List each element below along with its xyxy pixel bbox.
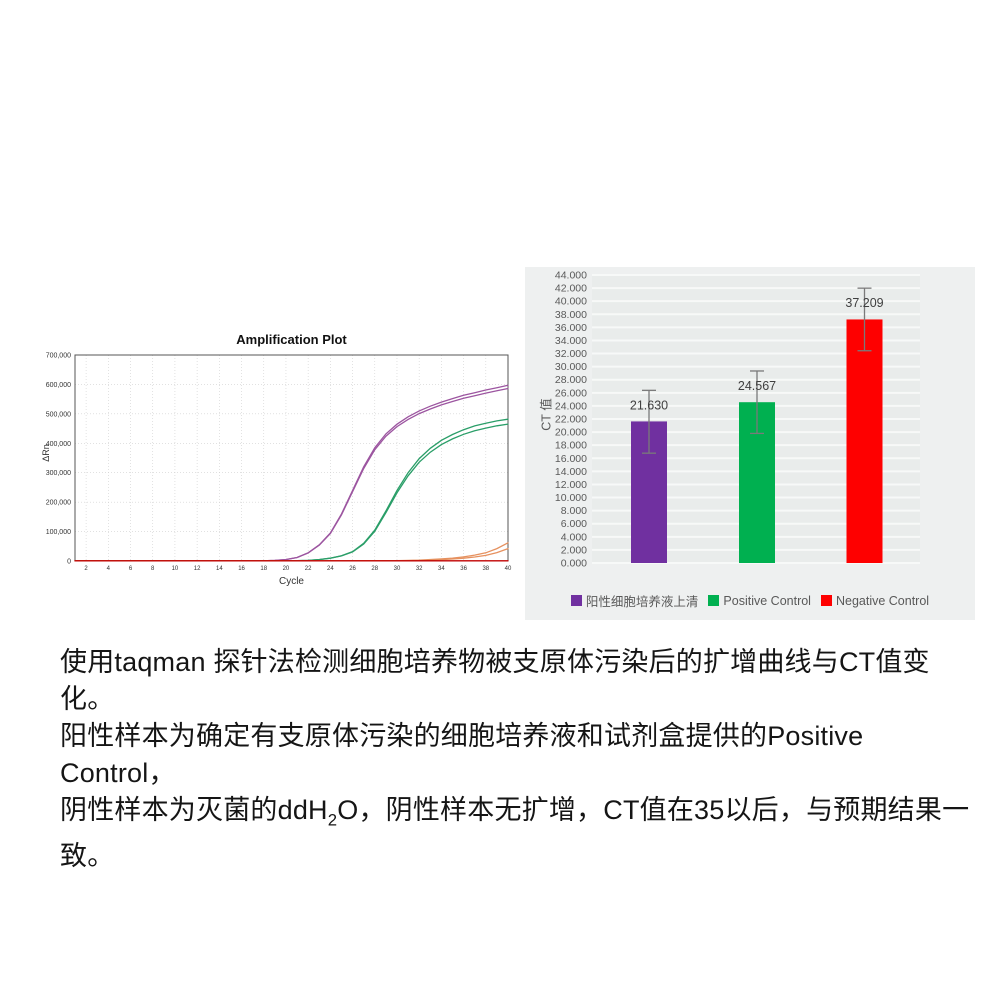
amp-x-tick-label: 10 [172, 566, 179, 572]
ct-y-tick-label: 0.000 [561, 558, 587, 570]
amp-y-tick-label: 700,000 [46, 353, 71, 360]
subscript-2: 2 [327, 810, 338, 830]
ct-y-tick-label: 14.000 [555, 466, 587, 478]
ct-y-tick-label: 22.000 [555, 414, 587, 426]
legend-swatch-2 [820, 595, 832, 606]
legend-label-0: 阳性细胞培养液上清 [585, 595, 699, 609]
amp-x-tick-label: 6 [129, 566, 133, 572]
ct-y-tick-label: 32.000 [555, 348, 587, 360]
amp-y-tick-label: 100,000 [46, 529, 71, 536]
amp-y-tick-label: 400,000 [46, 441, 71, 448]
legend-label-2: Negative Control [835, 593, 930, 608]
amp-y-tick-label: 500,000 [46, 411, 71, 418]
legend-swatch-1 [708, 595, 720, 606]
amp-x-tick-label: 38 [482, 566, 489, 572]
ct-value-label-1: 24.567 [738, 379, 776, 393]
amp-x-tick-label: 34 [438, 566, 445, 572]
ct-y-axis-label: CT 值 [539, 398, 554, 431]
amp-x-tick-label: 36 [460, 566, 467, 572]
ct-y-tick-label: 38.000 [555, 309, 587, 321]
amplification-plot-area: 0 100,000 200,000 300,000 400,000 500,000 600,… [46, 353, 512, 573]
ct-y-tick-label: 8.000 [561, 505, 587, 517]
ct-y-tick-label: 42.000 [555, 283, 587, 295]
ct-y-tick-label: 4.000 [561, 531, 587, 543]
caption-line-2: 阳性样本为确定有支原体污染的细胞培养液和试剂盒提供的Positive Contr… [60, 721, 864, 788]
amp-x-tick-label: 24 [327, 566, 334, 572]
ct-bar-2 [846, 319, 883, 563]
ct-y-tick-label: 30.000 [555, 361, 587, 373]
ct-bar-chart: 0.000 2.000 4.000 6.000 8.000 10.000 12.000 14.… [525, 267, 975, 620]
amp-x-tick-label: 4 [107, 566, 111, 572]
ct-y-tick-label: 26.000 [555, 387, 587, 399]
legend-item-2: Negative Control [820, 593, 930, 608]
legend-item-1: Positive Control [708, 594, 811, 608]
amp-x-tick-label: 22 [305, 566, 312, 572]
ct-y-tick-label: 40.000 [555, 296, 587, 308]
amp-y-tick-label: 200,000 [46, 500, 71, 507]
amp-x-tick-label: 12 [194, 566, 201, 572]
ct-plot-area: 0.000 2.0004.0006.0008.00010.00012.00014.… [555, 270, 920, 570]
ct-y-tick-label: 10.000 [555, 492, 587, 504]
ct-value-label-0: 21.630 [630, 398, 668, 412]
ct-legend: 阳性细胞培养液上清 Positive Control Negative Contro… [525, 591, 975, 610]
amp-x-tick-label: 8 [151, 566, 155, 572]
amp-y-tick-label: 0 [67, 559, 71, 566]
amp-y-tick-label: 300,000 [46, 470, 71, 477]
amplification-y-axis-label: ΔRn [41, 444, 51, 462]
amplification-chart: Amplification Plot 0 100,000 200,000 300,00… [38, 330, 516, 596]
ct-y-tick-label: 24.000 [555, 400, 587, 412]
amp-x-tick-label: 30 [394, 566, 401, 572]
ct-y-tick-label: 28.000 [555, 374, 587, 386]
amp-x-tick-label: 2 [84, 566, 88, 572]
amplification-title: Amplification Plot [236, 332, 347, 347]
caption-line-3: 阴性样本为灭菌的ddH2O，阴性样本无扩增，CT值在35以后，与预期结果一致。 [60, 795, 970, 872]
ct-y-tick-label: 20.000 [555, 427, 587, 439]
ct-y-tick-label: 6.000 [561, 518, 587, 530]
amp-x-tick-label: 16 [238, 566, 245, 572]
legend-label-1: Positive Control [723, 593, 811, 608]
amp-x-tick-label: 32 [416, 566, 423, 572]
amp-x-tick-label: 20 [283, 566, 290, 572]
caption: 使用taqman 探针法检测细胞培养物被支原体污染后的扩增曲线与CT值变化。 阳… [60, 644, 970, 875]
ct-y-tick-label: 2.000 [561, 544, 587, 556]
ct-y-tick-label: 16.000 [555, 453, 587, 465]
amp-plot-bg [75, 355, 508, 561]
caption-line-1: 使用taqman 探针法检测细胞培养物被支原体污染后的扩增曲线与CT值变化。 [60, 647, 930, 714]
amp-x-tick-label: 18 [260, 566, 267, 572]
ct-value-label-2: 37.209 [845, 296, 883, 310]
ct-y-tick-label: 36.000 [555, 322, 587, 334]
legend-swatch-0 [570, 595, 582, 606]
amp-y-tick-label: 600,000 [46, 382, 71, 389]
ct-y-tick-label: 18.000 [555, 440, 587, 452]
amp-x-tick-label: 14 [216, 566, 223, 572]
ct-y-tick-label: 44.000 [555, 270, 587, 282]
legend-item-0: 阳性细胞培养液上清 [570, 591, 699, 610]
ct-y-tick-label: 34.000 [555, 335, 587, 347]
amp-x-tick-label: 26 [349, 566, 356, 572]
ct-y-tick-label: 12.000 [555, 479, 587, 491]
amp-x-tick-label: 28 [371, 566, 378, 572]
amplification-x-axis-label: Cycle [278, 576, 304, 587]
amp-x-tick-label: 40 [505, 566, 512, 572]
